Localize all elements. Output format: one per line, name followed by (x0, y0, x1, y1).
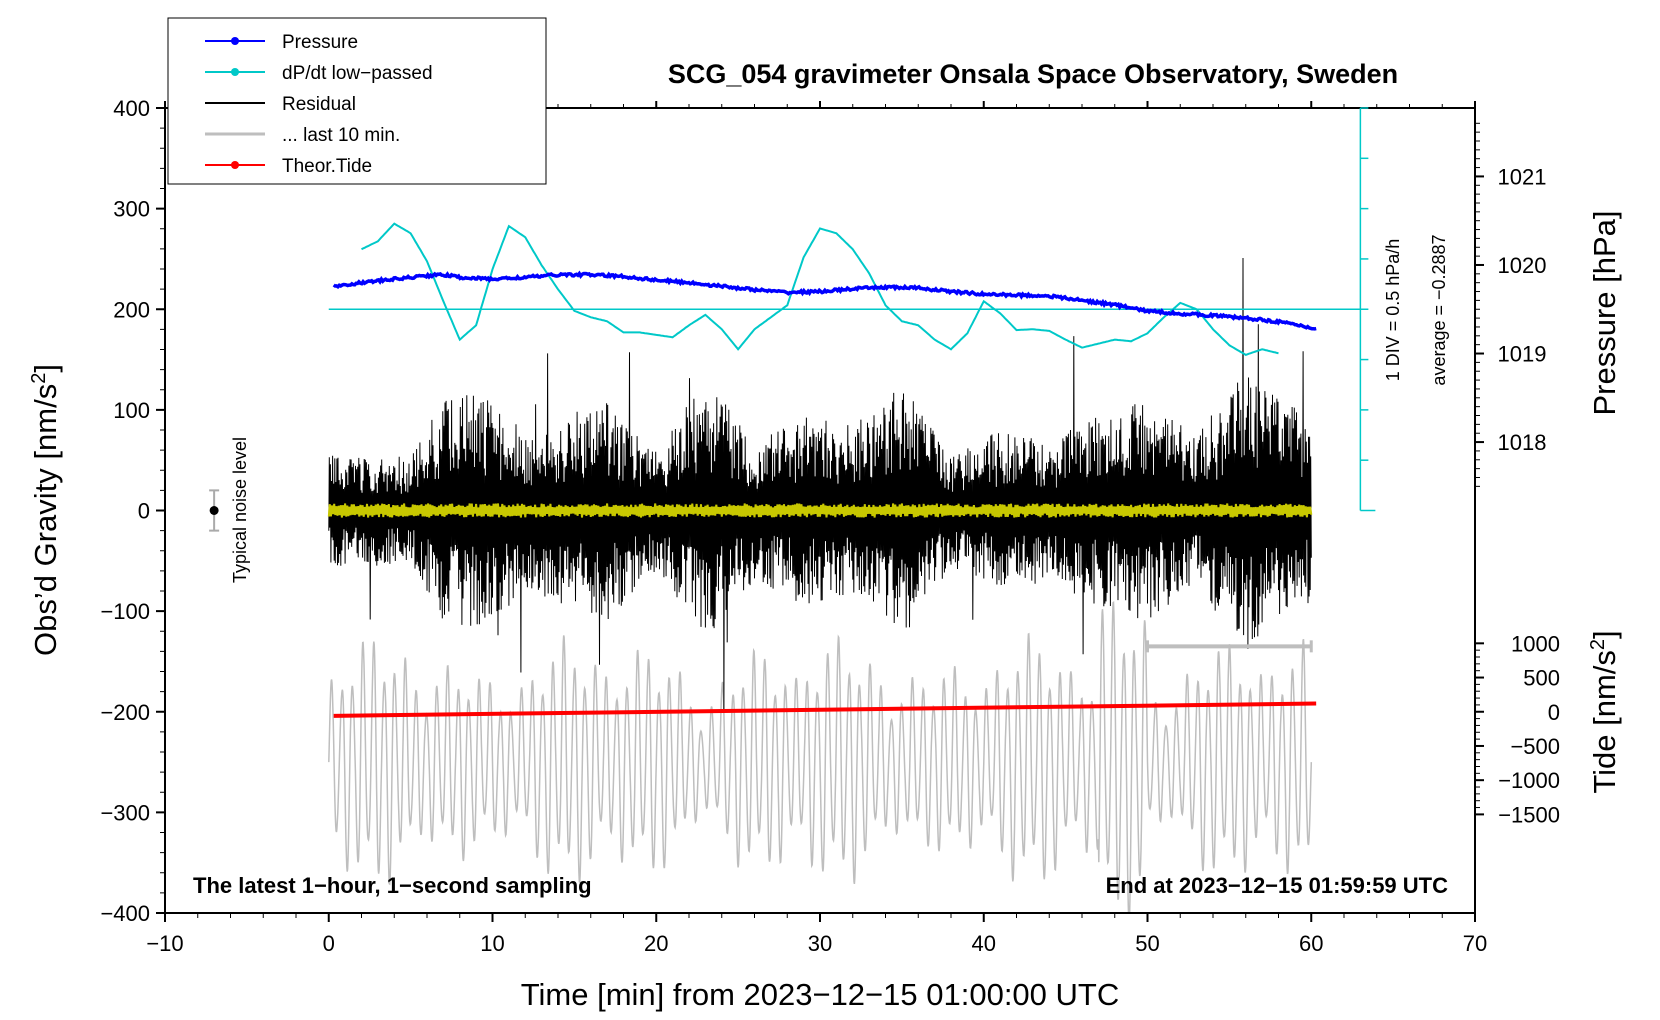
x-tick-label: 20 (644, 931, 668, 956)
legend-label: Pressure (282, 32, 358, 53)
pressure-tick-label: 1020 (1498, 253, 1547, 278)
tide-tick-label: −1500 (1498, 802, 1560, 827)
y-tick-label: 100 (113, 398, 150, 423)
tide-trace (333, 701, 1317, 718)
x-tick-label: 40 (972, 931, 996, 956)
tide-tick-label: 500 (1523, 666, 1560, 691)
legend-marker (231, 37, 239, 45)
y-tick-label: −300 (100, 800, 150, 825)
axes-layer: −10 0 10 20 30 40 50 60 70−400−300−200−100010020… (100, 96, 1560, 956)
x-tick-label: 0 (323, 931, 335, 956)
legend-label: Residual (282, 94, 356, 115)
y-tick-label: −400 (100, 901, 150, 926)
y-axis-label-pressure: Pressure [hPa] (1587, 210, 1622, 415)
legend-label: dP/dt low−passed (282, 63, 433, 84)
x-tick-label: 10 (480, 931, 504, 956)
legend-marker (231, 161, 239, 169)
tide-tick-label: 0 (1548, 700, 1560, 725)
y-tick-label: 200 (113, 297, 150, 322)
x-tick-label: 60 (1299, 931, 1323, 956)
legend-box (167, 17, 547, 185)
y-tick-label: 0 (138, 499, 150, 524)
pressure-trace (332, 270, 1317, 331)
x-tick-label: 70 (1463, 931, 1487, 956)
pressure-tick-label: 1021 (1498, 164, 1547, 189)
tide-tick-label: 1000 (1511, 631, 1560, 656)
legend-label: Theor.Tide (282, 156, 372, 177)
legend-marker (231, 68, 239, 76)
y-tick-label: 400 (113, 96, 150, 121)
pressure-tick-label: 1019 (1498, 342, 1547, 367)
noise-level-label: Typical noise level (230, 437, 250, 583)
y-tick-label: 300 (113, 197, 150, 222)
y-tick-label: −200 (100, 700, 150, 725)
x-tick-label: 30 (808, 931, 832, 956)
series-layer (327, 222, 1361, 913)
y-axis-label-left: Obs’d Gravity [nm/s2] (28, 364, 63, 656)
tide-tick-label: −500 (1510, 734, 1560, 759)
chart-title: SCG_054 gravimeter Onsala Space Observat… (668, 59, 1398, 89)
residual-trace (328, 257, 1312, 713)
footer-right-note: End at 2023−12−15 01:59:59 UTC (1106, 873, 1449, 898)
footer-left-note: The latest 1−hour, 1−second sampling (193, 873, 592, 898)
x-tick-label: −10 (146, 931, 183, 956)
noise-level-dot (209, 506, 219, 515)
pressure-tick-label: 1018 (1498, 430, 1547, 455)
tide-tick-label: −1000 (1498, 768, 1560, 793)
x-axis-label: Time [min] from 2023−12−15 01:00:00 UTC (521, 977, 1120, 1012)
y-tick-label: −100 (100, 599, 150, 624)
x-tick-label: 50 (1135, 931, 1159, 956)
dpdt-trace (361, 222, 1279, 357)
y-axis-label-tide: Tide [nm/s2] (1587, 630, 1622, 793)
last-10-min-trace (328, 600, 1313, 913)
legend: Pressure dP/dt low−passed Residual ... last… (167, 17, 547, 185)
dpdt-average-label: average = −0.2887 (1429, 234, 1449, 385)
legend-label: ... last 10 min. (282, 125, 400, 146)
residual-lowpass-trace (327, 503, 1313, 518)
dpdt-div-label: 1 DIV = 0.5 hPa/h (1383, 239, 1403, 382)
